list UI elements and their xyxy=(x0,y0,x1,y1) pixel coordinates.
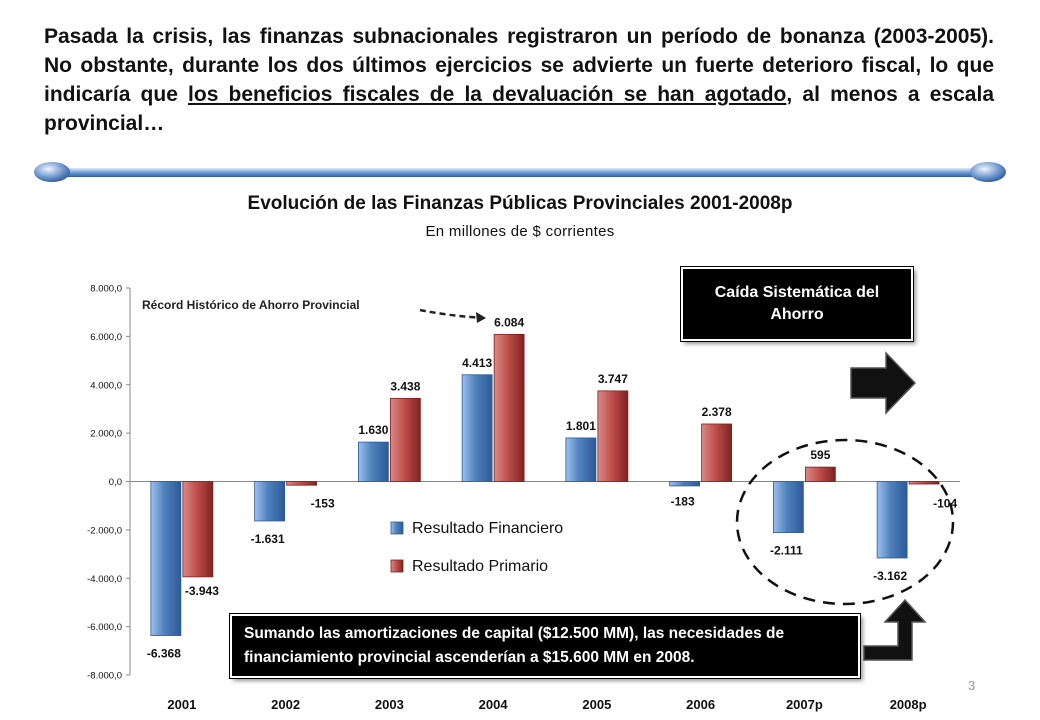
intro-text: Pasada la crisis, las finanzas subnacion… xyxy=(44,25,994,106)
highlight-ellipse xyxy=(735,438,955,606)
legend-swatch xyxy=(390,521,404,535)
y-tick-label: -2.000,0 xyxy=(87,525,122,536)
data-label: -104 xyxy=(933,497,957,511)
bar-primario xyxy=(908,481,940,485)
annotation-arrow-head xyxy=(476,312,486,323)
y-tick-label: 8.000,0 xyxy=(90,284,122,295)
bar-financiero xyxy=(461,374,493,482)
legend-label: Resultado Financiero xyxy=(412,520,563,537)
data-label: 595 xyxy=(810,448,830,462)
bar-primario xyxy=(389,397,421,482)
divider-bar xyxy=(34,162,1006,182)
chart-subtitle: En millones de $ corrientes xyxy=(425,223,615,240)
data-label: 3.438 xyxy=(390,379,420,393)
data-label: -153 xyxy=(311,497,335,511)
y-tick-label: -8.000,0 xyxy=(87,671,122,682)
right-arrow-icon xyxy=(850,351,917,415)
annotation-arrow xyxy=(419,308,485,320)
record-annotation: Récord Histórico de Ahorro Provincial xyxy=(142,298,360,312)
data-label: -2.111 xyxy=(770,544,803,558)
x-tick-label: 2006 xyxy=(686,697,715,712)
y-tick-label: 6.000,0 xyxy=(90,332,122,343)
x-tick-label: 2002 xyxy=(271,697,300,712)
intro-text-end: , al menos a escala provincial… xyxy=(44,83,994,135)
bar-primario xyxy=(182,481,214,578)
data-label: -3.162 xyxy=(873,569,907,583)
data-label: -1.631 xyxy=(251,532,285,546)
x-tick-label: 2004 xyxy=(479,697,509,712)
intro-paragraph: Pasada la crisis, las finanzas subnacion… xyxy=(44,22,994,138)
y-tick-label: -4.000,0 xyxy=(87,574,122,585)
data-label: 1.630 xyxy=(358,423,388,437)
x-tick-label: 2008p xyxy=(890,697,927,712)
bar-financiero xyxy=(357,441,389,482)
y-tick-label: 4.000,0 xyxy=(90,380,122,391)
page-number: 3 xyxy=(968,678,976,693)
bar-financiero xyxy=(876,481,908,559)
y-tick-label: -6.000,0 xyxy=(87,622,122,633)
x-tick-label: 2003 xyxy=(375,697,404,712)
data-label: 2.378 xyxy=(702,405,732,419)
up-arrow-icon xyxy=(863,598,927,661)
bar-primario xyxy=(701,423,733,482)
x-tick-label: 2001 xyxy=(167,697,196,712)
data-label: -3.943 xyxy=(185,584,219,598)
bar-financiero xyxy=(669,481,701,487)
x-tick-label: 2007p xyxy=(786,697,823,712)
bar-primario xyxy=(804,466,836,482)
y-tick-label: 0,0 xyxy=(109,477,122,488)
data-label: -183 xyxy=(671,495,695,509)
bar-financiero xyxy=(254,481,286,522)
bar-primario xyxy=(286,481,318,486)
data-label: 3.747 xyxy=(598,372,628,386)
x-tick-label: 2005 xyxy=(582,697,611,712)
intro-underlined-text: los beneficios fiscales de la devaluació… xyxy=(188,83,787,106)
bar-financiero xyxy=(150,481,182,636)
data-label: 1.801 xyxy=(566,419,596,433)
bar-primario xyxy=(597,390,629,482)
data-label: 6.084 xyxy=(494,315,524,329)
legend-label: Resultado Primario xyxy=(412,558,548,575)
legend-swatch xyxy=(390,559,404,573)
bar-financiero xyxy=(772,481,804,533)
data-label: 4.413 xyxy=(462,356,492,370)
data-label: -6.368 xyxy=(147,647,181,661)
chart-title: Evolución de las Finanzas Públicas Provi… xyxy=(247,193,793,214)
note-box: Sumando las amortizaciones de capital ($… xyxy=(230,614,860,678)
bar-primario xyxy=(493,333,525,482)
bar-financiero xyxy=(565,437,597,482)
callout-box: Caída Sistemática del Ahorro xyxy=(681,267,913,341)
y-tick-label: 2.000,0 xyxy=(90,429,122,440)
